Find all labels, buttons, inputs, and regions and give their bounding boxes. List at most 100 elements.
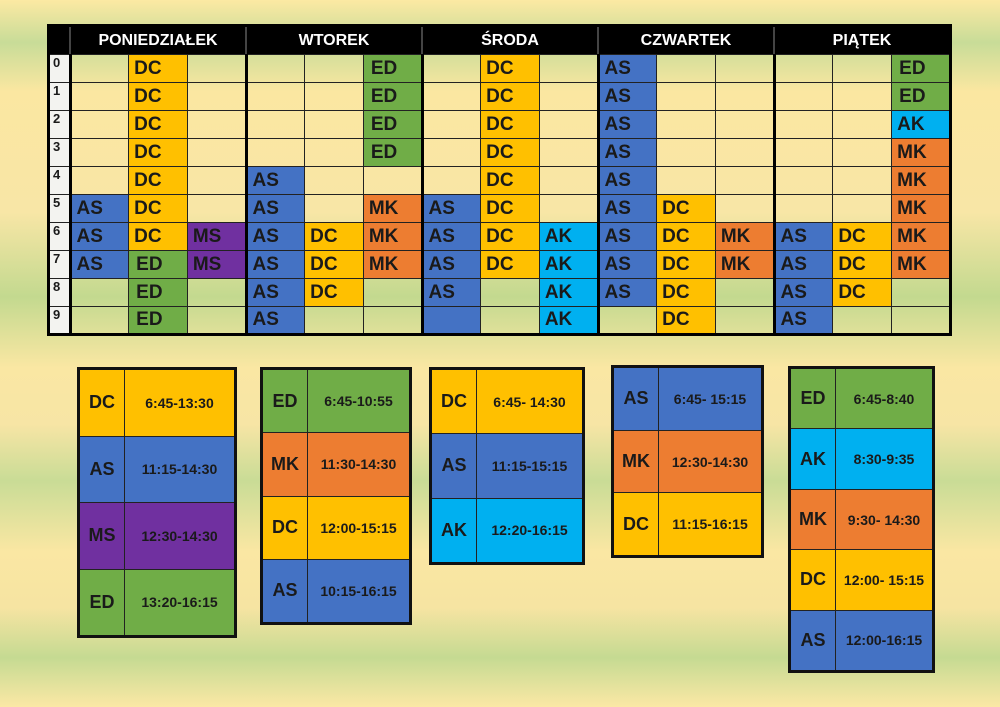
legend-code: AS	[432, 434, 477, 498]
schedule-cell-empty	[244, 54, 306, 83]
schedule-cell-empty	[538, 54, 599, 83]
schedule-cell-dc: DC	[304, 250, 364, 279]
schedule-cell-ed: ED	[891, 82, 951, 111]
schedule-cell-empty	[656, 138, 716, 167]
legend-time-range: 12:20-16:15	[491, 522, 568, 539]
row-number: 7	[48, 250, 71, 279]
legend-entry: DC 6:45-13:30	[80, 370, 234, 437]
schedule-cell-empty	[68, 54, 130, 83]
schedule-cell-as: AS	[420, 222, 482, 251]
schedule-cell-dc: DC	[128, 222, 188, 251]
day-header-monday: PONIEDZIAŁEK	[69, 25, 246, 55]
schedule-cell-dc: DC	[480, 54, 540, 83]
legend-entry: MK 9:30- 14:30	[791, 489, 932, 551]
legend-entry: MS 12:30-14:30	[80, 503, 234, 570]
schedule-cell-empty	[656, 54, 716, 83]
legend-code: DC	[432, 370, 477, 434]
row-number: 2	[48, 110, 71, 139]
schedule-cell-mk: MK	[891, 250, 951, 279]
schedule-cell-as: AS	[596, 166, 658, 195]
legend-time-range: 11:15-14:30	[141, 461, 218, 478]
schedule-cell-as: AS	[596, 222, 658, 251]
schedule-cell-empty	[244, 82, 306, 111]
schedule-cell-empty	[304, 110, 364, 139]
schedule-cell-empty	[656, 166, 716, 195]
schedule-cell-empty	[420, 110, 482, 139]
schedule-row: 7 AS ED MS AS DC MK AS DC AK AS DC MK AS DC MK	[48, 250, 951, 279]
schedule-cell-dc: DC	[128, 54, 188, 83]
schedule-row: 0 DC ED DC AS ED	[48, 54, 951, 83]
legend-entry: DC 12:00- 15:15	[791, 550, 932, 611]
schedule-row: 8 ED AS DC AS AK AS DC AS DC	[48, 278, 951, 307]
legend-entry: ED 13:20-16:15	[80, 569, 234, 635]
row-number: 1	[48, 82, 71, 111]
row-number: 0	[48, 54, 71, 83]
schedule-cell-as: AS	[596, 54, 658, 83]
schedule-cell-empty	[186, 54, 247, 83]
schedule-cell-ed: ED	[362, 82, 423, 111]
schedule-cell-dc: DC	[480, 194, 540, 223]
schedule-cell-as: AS	[68, 194, 130, 223]
legend-tuesday: ED 6:45-10:55 MK 11:30-14:30 DC 12:00-15:15 AS…	[260, 367, 412, 625]
schedule-cell-dc: DC	[832, 278, 893, 307]
legend-entry: DC 12:00-15:15	[263, 496, 409, 560]
legend-entry: AS 10:15-16:15	[263, 559, 409, 622]
legend-code: DC	[263, 496, 308, 559]
legend-thursday: AS 6:45- 15:15 MK 12:30-14:30 DC 11:15-16:15	[611, 365, 764, 558]
row-number: 3	[48, 138, 71, 167]
schedule-cell-dc: DC	[656, 278, 716, 307]
legend-code: AS	[614, 368, 659, 430]
schedule-cell-empty	[832, 194, 893, 223]
day-header-tuesday: WTOREK	[245, 25, 422, 55]
schedule-cell-ed: ED	[128, 306, 188, 335]
schedule-cell-as: AS	[68, 250, 130, 279]
row-number: 8	[48, 278, 71, 307]
row-number: 5	[48, 194, 71, 223]
legend-time-range: 12:00-15:15	[320, 519, 397, 536]
schedule-cell-empty	[832, 110, 893, 139]
legend-entry: DC 6:45- 14:30	[432, 370, 582, 435]
schedule-cell-ed: ED	[362, 110, 423, 139]
schedule-cell-as: AS	[420, 194, 482, 223]
schedule-cell-ak: AK	[538, 222, 599, 251]
schedule-cell-empty	[772, 194, 834, 223]
schedule-cell-mk: MK	[362, 250, 423, 279]
day-header-wednesday: ŚRODA	[421, 25, 598, 55]
schedule-cell-dc: DC	[128, 194, 188, 223]
schedule-cell-empty	[714, 194, 775, 223]
schedule-cell-mk: MK	[714, 222, 775, 251]
schedule-cell-empty	[538, 110, 599, 139]
legend-code: AK	[432, 498, 477, 562]
schedule-cell-as: AS	[244, 166, 306, 195]
schedule-cell-mk: MK	[891, 166, 951, 195]
schedule-row: 5 AS DC AS MK AS DC AS DC MK	[48, 194, 951, 223]
legend-entry: AS 12:00-16:15	[791, 610, 932, 671]
schedule-cell-mk: MK	[891, 138, 951, 167]
legend-time-range: 11:15-15:15	[491, 457, 568, 474]
schedule-cell-empty	[304, 194, 364, 223]
schedule-cell-as: AS	[596, 82, 658, 111]
legend-monday: DC 6:45-13:30 AS 11:15-14:30 MS 12:30-14:30 ED…	[77, 367, 237, 638]
corner-cell	[48, 25, 70, 55]
schedule-cell-empty	[714, 166, 775, 195]
weekly-schedule-grid: PONIEDZIAŁEK WTOREK ŚRODA CZWARTEK PIĄTE…	[47, 24, 952, 336]
schedule-cell-dc: DC	[480, 110, 540, 139]
legend-entry: ED 6:45-8:40	[791, 369, 932, 430]
schedule-cell-as: AS	[596, 110, 658, 139]
schedule-cell-empty	[656, 82, 716, 111]
schedule-cell-ed: ED	[891, 54, 951, 83]
schedule-cell-empty	[420, 54, 482, 83]
legend-entry: AS 11:15-15:15	[432, 434, 582, 499]
schedule-cell-empty	[480, 306, 540, 335]
schedule-cell-empty	[714, 110, 775, 139]
legend-time-range: 9:30- 14:30	[847, 511, 921, 528]
schedule-cell-dc: DC	[304, 278, 364, 307]
legend-time-range: 11:30-14:30	[320, 456, 397, 473]
schedule-cell-dc: DC	[128, 110, 188, 139]
legend-code: AS	[791, 610, 836, 671]
schedule-cell-empty	[68, 278, 130, 307]
schedule-cell-empty	[420, 138, 482, 167]
schedule-cell-empty	[538, 138, 599, 167]
schedule-cell-dc: DC	[832, 222, 893, 251]
schedule-cell-as: AS	[244, 194, 306, 223]
